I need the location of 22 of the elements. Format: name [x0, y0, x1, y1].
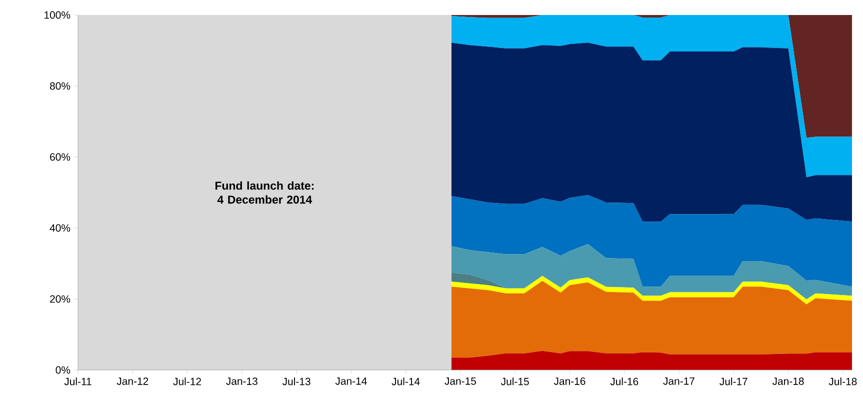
x-tick-label: Jul-15	[501, 378, 529, 386]
x-tick-label: Jan-16	[554, 378, 586, 385]
x-tick-label: Jul-14	[392, 378, 420, 386]
y-tick-label: 60%	[50, 153, 70, 161]
x-tick-label: Jul-18	[828, 378, 857, 386]
x-tick-label: Jan-17	[663, 378, 694, 385]
x-tick-label: Jan-15	[444, 378, 476, 385]
x-tick-label: Jan-12	[116, 378, 148, 385]
x-tick-label: Jan-13	[226, 378, 258, 385]
x-tick-label: Jul-17	[720, 378, 748, 386]
x-tick-label: Jul-16	[610, 378, 638, 386]
x-tick-label: Jul-13	[282, 378, 310, 386]
y-tick-label: 0%	[56, 366, 70, 374]
band-label: Fund launch date: 4 December 2014	[215, 181, 314, 204]
x-tick-label: Jan-14	[335, 378, 367, 385]
y-tick-label: 100%	[44, 11, 70, 19]
x-tick-label: Jan-18	[772, 378, 804, 385]
y-tick-label: 20%	[50, 295, 70, 303]
y-tick-label: 40%	[50, 224, 70, 232]
y-tick-label: 80%	[50, 82, 70, 90]
x-tick-label: Jul-11	[64, 378, 92, 386]
x-tick-label: Jul-12	[173, 378, 201, 386]
